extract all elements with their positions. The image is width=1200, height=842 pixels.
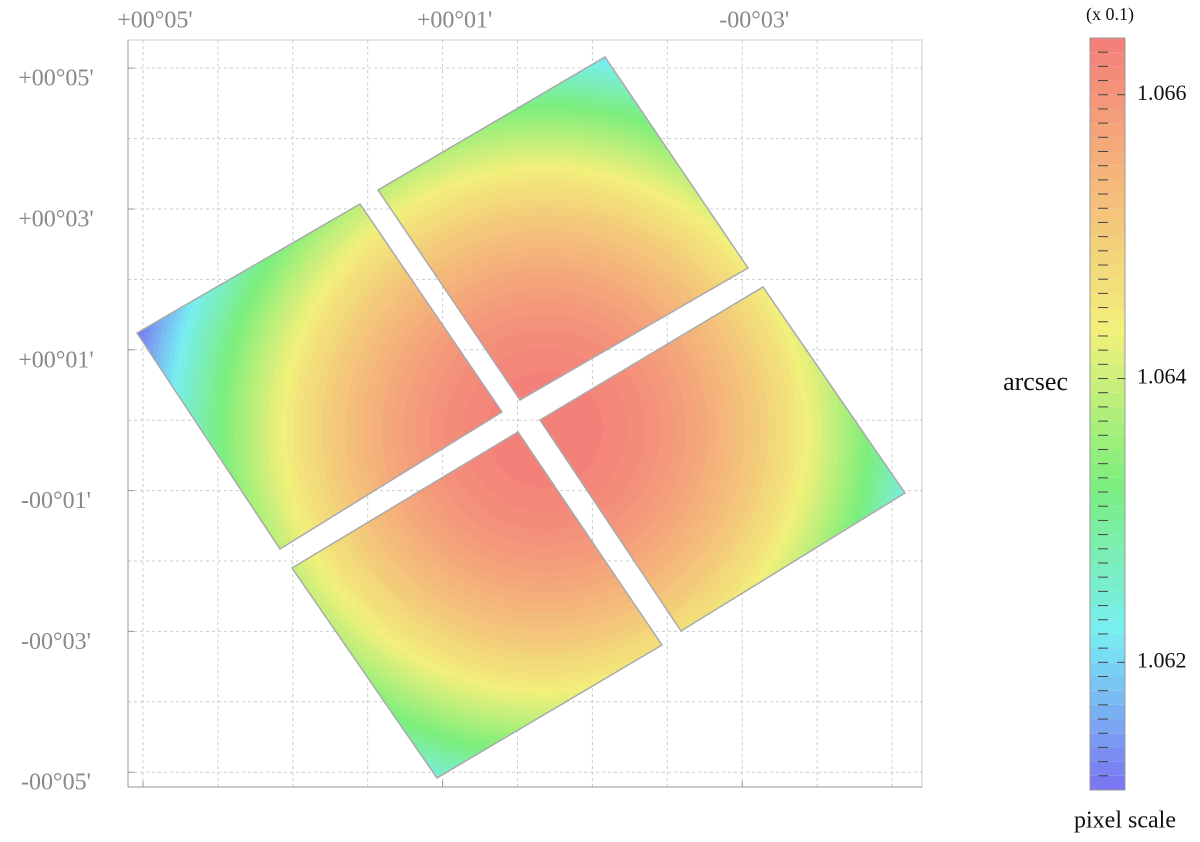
colorbar-band	[1090, 179, 1125, 195]
colorbar-band	[1090, 194, 1125, 209]
colorbar-band	[1090, 463, 1125, 478]
colorbar-band	[1090, 321, 1125, 336]
colorbar-band	[1090, 80, 1125, 95]
colorbar-band	[1090, 506, 1125, 521]
colorbar-band	[1090, 265, 1125, 280]
colorbar-band	[1090, 38, 1125, 53]
colorbar-band	[1090, 648, 1125, 663]
colorbar-band	[1090, 747, 1125, 762]
colorbar-band	[1090, 222, 1125, 237]
colorbar-band	[1090, 633, 1125, 649]
colorbar-tick-label: 1.066	[1137, 80, 1187, 105]
colorbar-band	[1090, 335, 1125, 351]
colorbar-band	[1090, 279, 1125, 294]
colorbar-band	[1090, 591, 1125, 606]
colorbar-tick-label: 1.062	[1137, 647, 1187, 672]
colorbar-title: pixel scale	[1074, 808, 1176, 834]
colorbar-band	[1090, 676, 1125, 691]
colorbar-band	[1090, 392, 1125, 407]
x-tick-label: +00°05'	[117, 8, 192, 34]
colorbar-band	[1090, 165, 1125, 180]
colorbar-band	[1090, 605, 1125, 620]
colorbar-band	[1090, 719, 1125, 734]
y-tick-label: -00°05'	[21, 770, 91, 796]
colorbar-band	[1090, 520, 1125, 535]
colorbar-band	[1090, 619, 1125, 634]
y-tick-label: +00°05'	[18, 66, 93, 92]
colorbar-band	[1090, 52, 1125, 67]
x-tick-label: -00°03'	[719, 8, 789, 34]
colorbar-band	[1090, 66, 1125, 81]
colorbar-band	[1090, 662, 1125, 677]
colorbar-note: (x 0.1)	[1086, 4, 1134, 25]
colorbar-label: arcsec	[1003, 367, 1068, 396]
colorbar-tick-label: 1.064	[1137, 364, 1187, 389]
colorbar-band	[1090, 704, 1125, 720]
colorbar-band	[1090, 307, 1125, 322]
colorbar-band	[1090, 761, 1125, 776]
colorbar-band	[1090, 775, 1125, 790]
colorbar-band	[1090, 250, 1125, 266]
colorbar-band	[1090, 690, 1125, 705]
colorbar-band	[1090, 208, 1125, 223]
colorbar-band	[1090, 421, 1125, 436]
colorbar-band	[1090, 435, 1125, 450]
y-tick-label: +00°03'	[18, 206, 93, 232]
colorbar-band	[1090, 137, 1125, 152]
colorbar-band	[1090, 548, 1125, 563]
colorbar-band	[1090, 534, 1125, 549]
colorbar-band	[1090, 123, 1125, 138]
y-tick-label: -00°01'	[21, 488, 91, 514]
chip-outlines	[135, 55, 907, 780]
colorbar-band	[1090, 477, 1125, 493]
colorbar-band	[1090, 94, 1125, 109]
colorbar-band	[1090, 406, 1125, 422]
colorbar-frame	[1089, 37, 1126, 791]
y-tick-label: -00°03'	[21, 629, 91, 655]
colorbar-band	[1090, 108, 1125, 124]
colorbar-band	[1090, 449, 1125, 464]
colorbar-band	[1090, 492, 1125, 507]
y-tick-label: +00°01'	[18, 347, 93, 373]
colorbar-band	[1090, 733, 1125, 748]
colorbar-band	[1090, 364, 1125, 379]
x-tick-label: +00°01'	[417, 8, 492, 34]
colorbar-band	[1090, 151, 1125, 166]
colorbar-band	[1090, 293, 1125, 308]
colorbar-band	[1090, 236, 1125, 251]
colorbar-band	[1090, 350, 1125, 365]
colorbar-band	[1090, 577, 1125, 592]
colorbar-band	[1090, 562, 1125, 578]
colorbar-band	[1090, 378, 1125, 393]
